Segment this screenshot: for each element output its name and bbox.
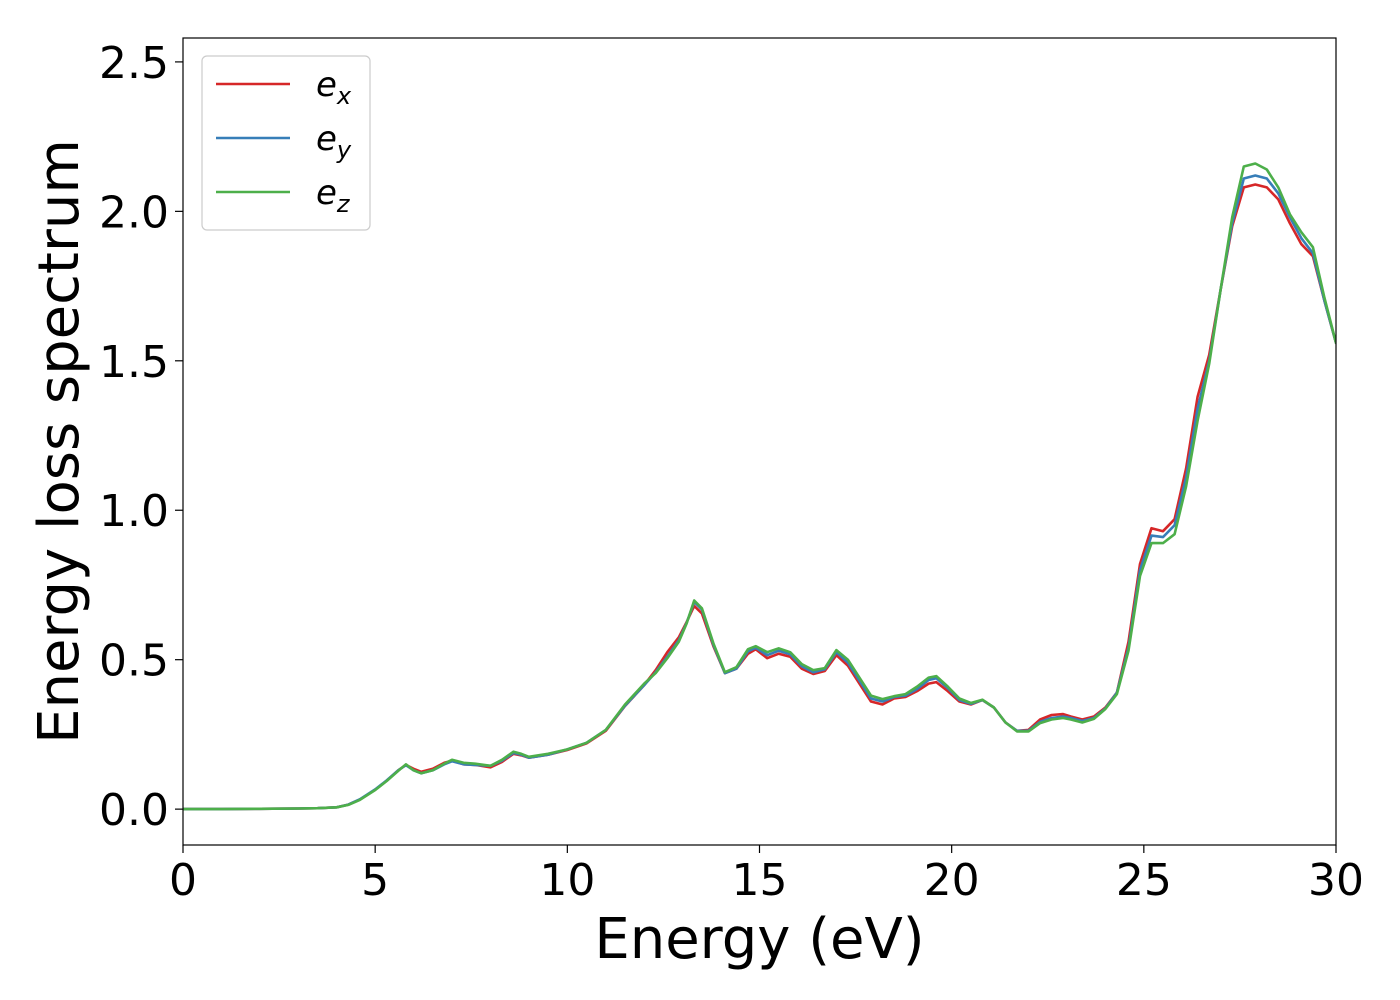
x-tick-label: 20 bbox=[924, 855, 980, 906]
y-tick-label: 2.5 bbox=[99, 38, 169, 89]
y-tick-label: 0.5 bbox=[99, 636, 169, 687]
y-tick-label: 1.5 bbox=[99, 337, 169, 388]
legend: ex ey ez bbox=[201, 55, 371, 231]
legend-label-z: ez bbox=[316, 173, 351, 218]
x-tick-label: 0 bbox=[169, 855, 197, 906]
series-lines bbox=[183, 162, 1336, 811]
legend-box bbox=[201, 55, 371, 231]
series-line-ey bbox=[183, 174, 1336, 811]
series-line-ez bbox=[183, 162, 1336, 811]
y-axis-ticks: 0.0 0.5 1.0 1.5 2.0 2.5 bbox=[99, 38, 183, 836]
y-tick-label: 0.0 bbox=[99, 785, 169, 836]
x-axis-ticks: 0 5 10 15 20 25 30 bbox=[169, 845, 1364, 906]
x-tick-label: 30 bbox=[1308, 855, 1364, 906]
x-tick-label: 10 bbox=[539, 855, 595, 906]
x-tick-label: 25 bbox=[1116, 855, 1172, 906]
series-line-ex bbox=[183, 183, 1336, 811]
y-tick-label: 1.0 bbox=[99, 486, 169, 537]
legend-label-y: ey bbox=[316, 119, 352, 164]
x-tick-label: 15 bbox=[732, 855, 788, 906]
x-tick-label: 5 bbox=[361, 855, 389, 906]
y-axis-label: Energy loss spectrum bbox=[27, 139, 92, 744]
y-tick-label: 2.0 bbox=[99, 187, 169, 238]
legend-label-x: ex bbox=[316, 65, 352, 110]
x-axis-label: Energy (eV) bbox=[594, 907, 924, 972]
